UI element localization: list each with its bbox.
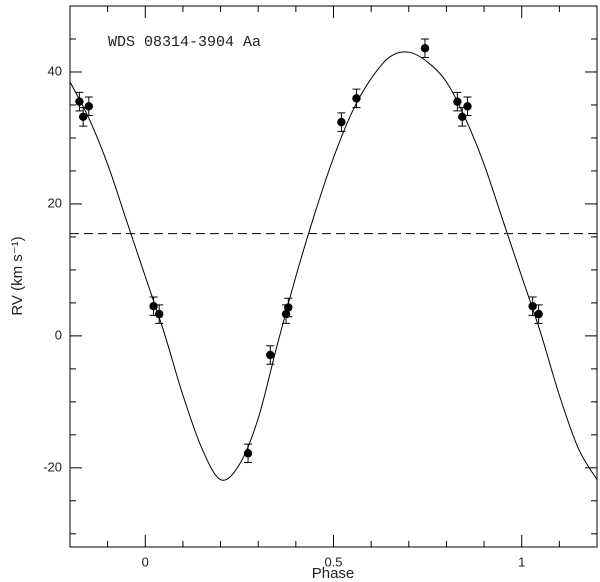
- plot-frame: [69, 5, 598, 548]
- data-point: [84, 102, 94, 111]
- data-point: [534, 309, 543, 319]
- y-tick-label: 20: [48, 195, 62, 210]
- data-point: [453, 97, 462, 106]
- data-point: [155, 309, 164, 319]
- y-tick-label: -20: [43, 459, 62, 474]
- y-tick-label: 0: [55, 327, 62, 342]
- x-tick-label: 0: [142, 554, 149, 569]
- fit-curve: [69, 51, 598, 481]
- x-tick-label: 1: [518, 554, 525, 569]
- data-point: [420, 44, 430, 53]
- data-point: [266, 350, 275, 360]
- x-tick-label: 0.5: [324, 554, 342, 569]
- data-point: [458, 112, 467, 122]
- data-point: [463, 102, 472, 111]
- x-axis-label: Phase: [312, 565, 355, 582]
- y-axis-label: RV (km s⁻¹): [9, 236, 26, 315]
- data-point: [243, 449, 253, 458]
- data-point: [352, 94, 361, 103]
- data-point: [149, 301, 158, 311]
- data-point: [78, 112, 88, 122]
- data-point: [75, 97, 84, 106]
- data-point: [337, 117, 346, 127]
- data-point: [528, 301, 537, 311]
- y-tick-label: 40: [48, 63, 62, 78]
- data-point: [284, 303, 293, 312]
- annotation: WDS 08314-3904 Aa: [108, 34, 261, 51]
